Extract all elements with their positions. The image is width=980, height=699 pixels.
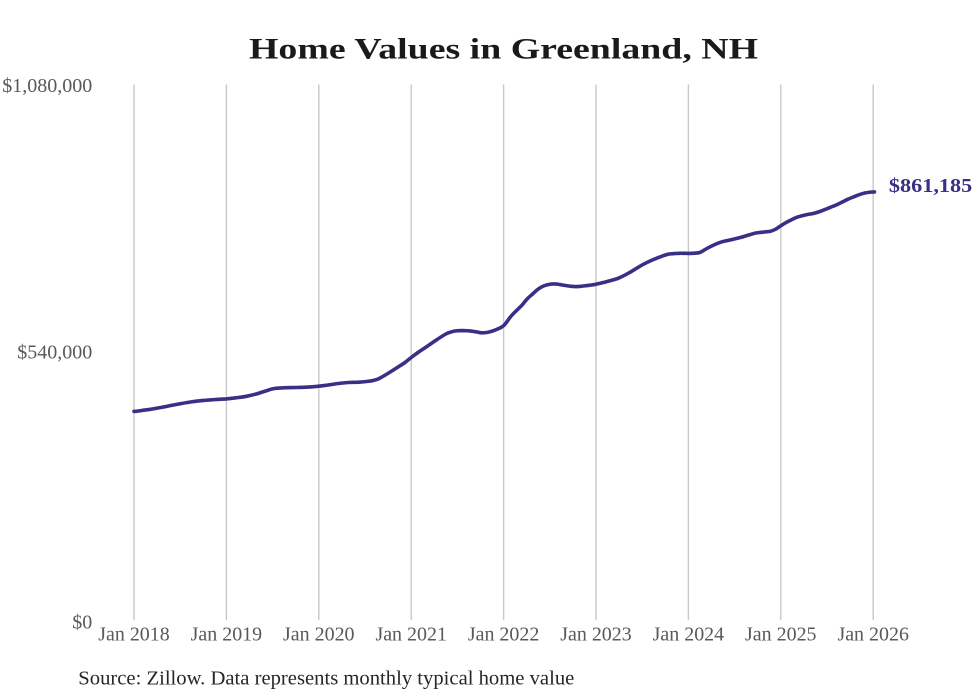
svg-text:$540,000: $540,000 — [17, 342, 92, 364]
svg-text:Jan 2026: Jan 2026 — [837, 624, 909, 646]
svg-text:Jan 2023: Jan 2023 — [560, 624, 632, 646]
svg-text:$0: $0 — [72, 612, 92, 634]
svg-text:Jan 2020: Jan 2020 — [283, 624, 355, 646]
svg-text:Home Values in Greenland, NH: Home Values in Greenland, NH — [249, 33, 758, 66]
svg-text:$861,185: $861,185 — [889, 175, 972, 197]
svg-text:Jan 2022: Jan 2022 — [468, 624, 540, 646]
svg-text:Source: Zillow. Data represent: Source: Zillow. Data represents monthly … — [78, 668, 574, 690]
svg-text:Jan 2025: Jan 2025 — [745, 624, 817, 646]
svg-text:Jan 2019: Jan 2019 — [191, 624, 263, 646]
svg-text:Jan 2024: Jan 2024 — [653, 624, 725, 646]
svg-text:Jan 2021: Jan 2021 — [375, 624, 447, 646]
svg-text:$1,080,000: $1,080,000 — [2, 75, 92, 97]
svg-text:Jan 2018: Jan 2018 — [98, 624, 170, 646]
